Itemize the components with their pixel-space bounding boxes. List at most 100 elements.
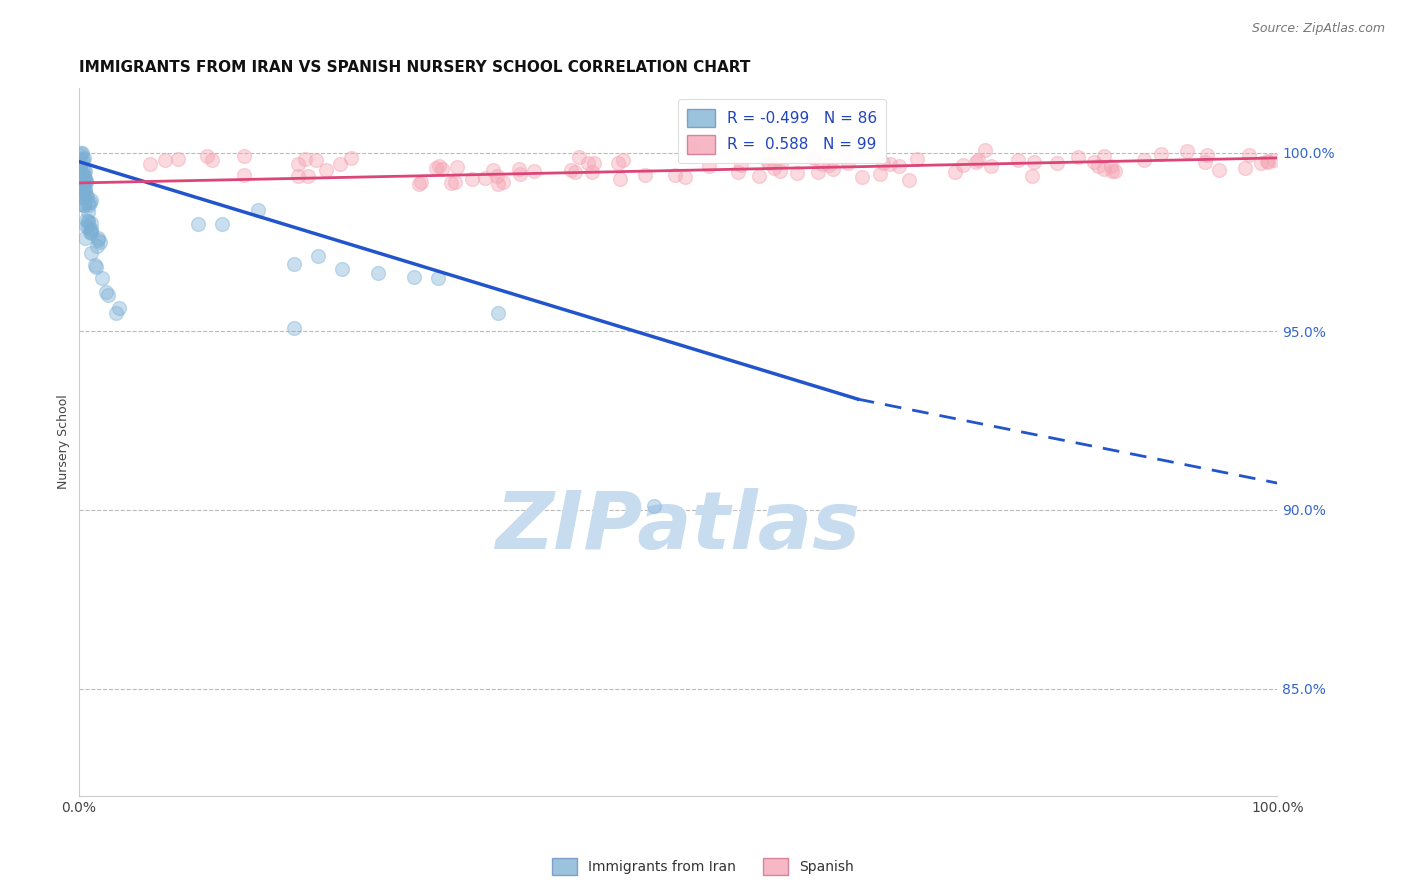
Text: Source: ZipAtlas.com: Source: ZipAtlas.com	[1251, 22, 1385, 36]
Point	[697, 159, 720, 173]
Point	[758, 156, 780, 170]
Point	[607, 155, 630, 169]
Point	[73, 183, 96, 197]
Point	[79, 225, 101, 239]
Point	[425, 161, 447, 175]
Point	[72, 183, 94, 197]
Point	[404, 269, 426, 284]
Point	[79, 245, 101, 260]
Point	[97, 288, 120, 302]
Point	[1133, 153, 1156, 168]
Point	[821, 162, 844, 177]
Point	[1101, 163, 1123, 178]
Point	[1104, 164, 1126, 178]
Point	[80, 222, 103, 236]
Point	[1021, 169, 1043, 183]
Point	[486, 306, 509, 320]
Point	[1175, 144, 1198, 158]
Point	[1022, 154, 1045, 169]
Point	[73, 198, 96, 212]
Point	[69, 181, 91, 195]
Point	[89, 235, 111, 250]
Point	[77, 205, 100, 219]
Text: ZIPatlas: ZIPatlas	[495, 488, 860, 566]
Legend: Immigrants from Iran, Spanish: Immigrants from Iran, Spanish	[546, 853, 860, 880]
Point	[1099, 159, 1122, 173]
Point	[75, 213, 97, 227]
Point	[905, 152, 928, 166]
Point	[1208, 163, 1230, 178]
Point	[440, 176, 463, 190]
Point	[581, 165, 603, 179]
Point	[770, 154, 793, 169]
Point	[305, 153, 328, 167]
Point	[564, 164, 586, 178]
Point	[1250, 156, 1272, 170]
Point	[283, 320, 305, 334]
Point	[75, 219, 97, 234]
Point	[1007, 153, 1029, 167]
Point	[330, 262, 353, 277]
Point	[139, 157, 162, 171]
Point	[786, 166, 808, 180]
Point	[72, 166, 94, 180]
Point	[70, 145, 93, 160]
Point	[315, 162, 337, 177]
Legend: R = -0.499   N = 86, R =  0.588   N = 99: R = -0.499 N = 86, R = 0.588 N = 99	[678, 99, 886, 162]
Point	[633, 168, 655, 182]
Point	[329, 157, 352, 171]
Point	[943, 165, 966, 179]
Point	[70, 156, 93, 170]
Point	[1195, 147, 1218, 161]
Point	[612, 153, 634, 167]
Point	[1237, 148, 1260, 162]
Point	[73, 231, 96, 245]
Point	[80, 223, 103, 237]
Point	[664, 168, 686, 182]
Point	[80, 194, 103, 208]
Text: IMMIGRANTS FROM IRAN VS SPANISH NURSERY SCHOOL CORRELATION CHART: IMMIGRANTS FROM IRAN VS SPANISH NURSERY …	[79, 60, 749, 75]
Point	[294, 152, 316, 166]
Point	[96, 285, 118, 299]
Point	[643, 500, 665, 514]
Point	[1092, 161, 1115, 176]
Point	[73, 164, 96, 178]
Point	[482, 163, 505, 178]
Point	[69, 159, 91, 173]
Point	[232, 168, 254, 182]
Point	[427, 271, 450, 285]
Point	[965, 155, 987, 169]
Point	[681, 142, 703, 156]
Point	[75, 188, 97, 202]
Point	[73, 178, 96, 192]
Point	[73, 198, 96, 212]
Point	[1083, 154, 1105, 169]
Point	[70, 167, 93, 181]
Point	[1256, 153, 1278, 168]
Point	[70, 176, 93, 190]
Point	[79, 198, 101, 212]
Point	[307, 249, 329, 263]
Point	[75, 183, 97, 197]
Point	[492, 175, 515, 189]
Point	[560, 163, 582, 178]
Point	[851, 170, 873, 185]
Point	[485, 169, 508, 184]
Point	[409, 175, 432, 189]
Point	[76, 219, 98, 234]
Point	[973, 143, 995, 157]
Point	[72, 185, 94, 199]
Point	[444, 175, 467, 189]
Point	[1092, 149, 1115, 163]
Point	[77, 214, 100, 228]
Point	[297, 169, 319, 183]
Point	[73, 163, 96, 178]
Point	[1234, 161, 1257, 175]
Point	[523, 164, 546, 178]
Point	[1263, 153, 1285, 168]
Point	[187, 218, 209, 232]
Point	[233, 149, 256, 163]
Point	[758, 155, 780, 169]
Point	[75, 175, 97, 189]
Point	[80, 226, 103, 240]
